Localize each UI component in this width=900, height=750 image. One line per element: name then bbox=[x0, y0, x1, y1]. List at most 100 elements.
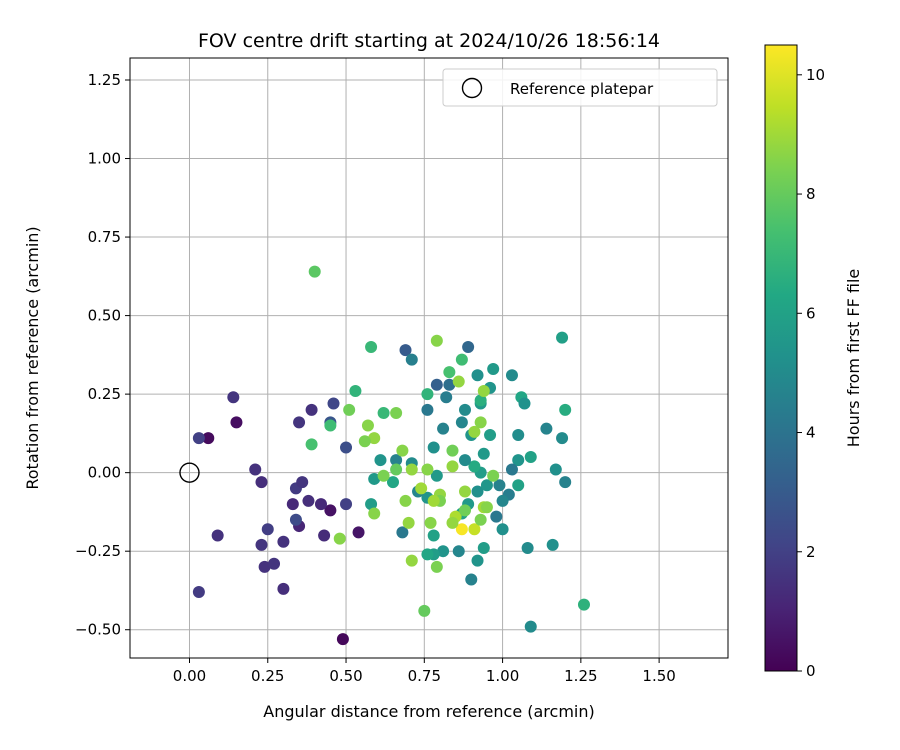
data-point bbox=[512, 454, 525, 467]
data-point bbox=[361, 419, 374, 432]
x-axis: 0.00 0.25 0.50 0.75 1.00 1.25 1.50 bbox=[173, 658, 676, 685]
data-point bbox=[556, 331, 569, 344]
data-point bbox=[377, 406, 390, 419]
x-tick-label: 0.50 bbox=[329, 667, 362, 685]
data-point bbox=[443, 366, 456, 379]
data-point bbox=[365, 341, 378, 354]
data-point bbox=[521, 542, 534, 555]
data-point bbox=[336, 633, 349, 646]
colorbar-tick-label: 10 bbox=[806, 66, 825, 84]
data-point bbox=[333, 532, 346, 545]
y-tick-label: 0.75 bbox=[88, 228, 121, 246]
data-point bbox=[462, 341, 475, 354]
data-point bbox=[446, 460, 459, 473]
legend: Reference platepar bbox=[442, 68, 718, 107]
y-axis: −0.50 −0.25 0.00 0.25 0.50 0.75 1.00 1.25 bbox=[75, 71, 130, 639]
data-point bbox=[459, 504, 472, 517]
colorbar-tick-label: 6 bbox=[806, 304, 816, 322]
data-point bbox=[396, 526, 409, 539]
legend-label: Reference platepar bbox=[510, 80, 654, 98]
data-point bbox=[340, 441, 353, 454]
data-point bbox=[474, 513, 487, 526]
data-point bbox=[277, 582, 290, 595]
data-point bbox=[390, 406, 403, 419]
data-point bbox=[465, 573, 478, 586]
data-point bbox=[455, 353, 468, 366]
data-point bbox=[418, 604, 431, 617]
data-point bbox=[471, 485, 484, 498]
data-point bbox=[277, 535, 290, 548]
data-point bbox=[192, 586, 205, 599]
data-point bbox=[390, 454, 403, 467]
colorbar-tick-label: 4 bbox=[806, 424, 816, 442]
data-point bbox=[415, 482, 428, 495]
x-tick-label: 1.00 bbox=[486, 667, 519, 685]
data-point bbox=[324, 419, 337, 432]
data-point bbox=[368, 507, 381, 520]
data-point bbox=[459, 485, 472, 498]
data-point bbox=[546, 538, 559, 551]
data-point bbox=[440, 391, 453, 404]
data-point bbox=[255, 476, 268, 489]
data-point bbox=[399, 344, 412, 357]
data-point bbox=[308, 265, 321, 278]
data-point bbox=[368, 432, 381, 445]
legend-reference-marker bbox=[461, 77, 483, 99]
reference-marker bbox=[179, 462, 200, 483]
data-point bbox=[471, 554, 484, 567]
data-point bbox=[446, 516, 459, 529]
colorbar-gradient bbox=[764, 44, 798, 672]
data-point bbox=[296, 476, 309, 489]
data-point bbox=[471, 369, 484, 382]
data-point bbox=[493, 479, 506, 492]
data-point bbox=[396, 444, 409, 457]
data-point bbox=[480, 501, 493, 514]
data-point bbox=[352, 526, 365, 539]
data-point bbox=[327, 397, 340, 410]
data-point bbox=[421, 548, 434, 561]
data-point bbox=[230, 416, 243, 429]
data-point bbox=[227, 391, 240, 404]
data-point bbox=[365, 498, 378, 511]
data-point bbox=[424, 516, 437, 529]
data-point bbox=[305, 438, 318, 451]
data-point bbox=[468, 523, 481, 536]
legend-box bbox=[442, 68, 718, 107]
data-point bbox=[318, 529, 331, 542]
data-point bbox=[358, 435, 371, 448]
data-point bbox=[249, 463, 262, 476]
data-point bbox=[405, 463, 418, 476]
data-point bbox=[556, 432, 569, 445]
colorbar-tick-label: 2 bbox=[806, 543, 816, 561]
data-point bbox=[496, 523, 509, 536]
data-point bbox=[452, 545, 465, 558]
grid bbox=[130, 58, 728, 658]
data-point bbox=[386, 476, 399, 489]
data-point bbox=[421, 463, 434, 476]
y-tick-label: −0.25 bbox=[75, 542, 121, 560]
data-point bbox=[324, 504, 337, 517]
data-point bbox=[484, 428, 497, 441]
data-point bbox=[477, 384, 490, 397]
data-point bbox=[559, 403, 572, 416]
y-tick-label: 0.00 bbox=[88, 464, 121, 482]
data-point bbox=[402, 516, 415, 529]
x-tick-label: 1.25 bbox=[564, 667, 597, 685]
data-point bbox=[487, 362, 500, 375]
data-point bbox=[427, 529, 440, 542]
y-tick-label: 1.00 bbox=[88, 150, 121, 168]
data-point bbox=[421, 403, 434, 416]
data-point bbox=[490, 510, 503, 523]
data-points bbox=[192, 265, 590, 646]
data-point bbox=[427, 494, 440, 507]
data-point bbox=[421, 388, 434, 401]
data-point bbox=[505, 463, 518, 476]
data-point bbox=[468, 425, 481, 438]
data-point bbox=[258, 560, 271, 573]
data-point bbox=[430, 334, 443, 347]
data-point bbox=[255, 538, 268, 551]
colorbar-ticks: 0 2 4 6 8 10 bbox=[797, 66, 825, 680]
data-point bbox=[314, 498, 327, 511]
x-tick-label: 1.50 bbox=[642, 667, 675, 685]
colorbar-label: Hours from first FF file bbox=[844, 269, 863, 448]
